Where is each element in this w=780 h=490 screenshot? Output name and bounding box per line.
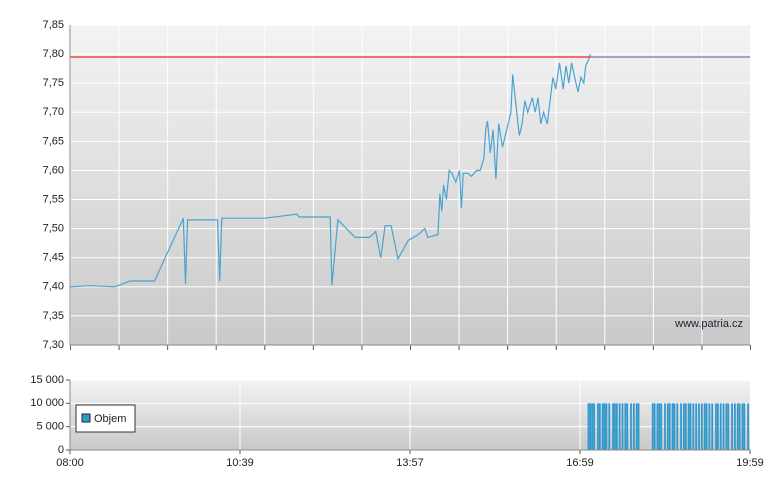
- volume-bar: [666, 403, 669, 450]
- y-tick-label: 10 000: [30, 397, 64, 409]
- volume-bar: [722, 403, 725, 450]
- y-tick-label: 7,40: [43, 281, 64, 293]
- volume-bar: [653, 403, 656, 450]
- volume-bar: [632, 403, 635, 450]
- y-tick-label: 7,50: [43, 223, 64, 235]
- x-tick-label: 08:00: [56, 457, 84, 469]
- x-tick-label: 16:59: [566, 457, 594, 469]
- volume-bar: [656, 403, 659, 450]
- volume-bar: [700, 403, 703, 450]
- x-tick-label: 13:57: [396, 457, 424, 469]
- volume-bar: [695, 403, 698, 450]
- volume-bar: [705, 403, 708, 450]
- volume-bar: [635, 403, 638, 450]
- volume-bar: [651, 403, 654, 450]
- y-tick-label: 7,45: [43, 252, 64, 264]
- y-tick-label: 5 000: [36, 421, 64, 433]
- volume-bar: [698, 403, 700, 450]
- volume-bar: [676, 403, 679, 450]
- volume-bar: [603, 403, 606, 450]
- volume-bar: [692, 403, 695, 450]
- volume-bar: [727, 403, 730, 450]
- y-tick-label: 7,30: [43, 339, 64, 351]
- volume-bar: [618, 403, 621, 450]
- volume-bar: [703, 403, 706, 450]
- volume-bar: [731, 403, 733, 450]
- volume-bar: [738, 403, 741, 450]
- volume-bar: [593, 403, 596, 450]
- x-tick-label: 10:39: [226, 457, 254, 469]
- volume-bar: [689, 403, 692, 450]
- price-line: [69, 53, 591, 288]
- volume-bar: [605, 403, 608, 450]
- volume-bar: [680, 403, 682, 450]
- volume-bar: [673, 403, 676, 450]
- volume-bar: [660, 403, 663, 450]
- volume-bar: [608, 403, 611, 450]
- y-tick-label: 7,60: [43, 164, 64, 176]
- volume-bar: [664, 403, 666, 450]
- volume-bar: [589, 403, 592, 450]
- volume-bar: [711, 403, 714, 450]
- volume-bar: [736, 403, 739, 450]
- volume-bar: [741, 403, 744, 450]
- y-tick-label: 7,75: [43, 77, 64, 89]
- volume-bar: [614, 403, 616, 450]
- volume-bar: [668, 403, 671, 450]
- volume-bar: [716, 403, 719, 450]
- y-tick-label: 15 000: [30, 374, 64, 386]
- y-tick-label: 7,70: [43, 106, 64, 118]
- vertical-grid: [70, 25, 751, 345]
- volume-bar: [733, 403, 736, 450]
- volume-bar: [671, 403, 674, 450]
- volume-bar: [612, 403, 614, 450]
- volume-bar: [708, 403, 711, 450]
- volume-bar: [682, 403, 685, 450]
- legend-label: Objem: [94, 413, 126, 425]
- volume-bar: [715, 403, 717, 450]
- x-tick-marks: [70, 345, 751, 350]
- volume-bar: [601, 403, 604, 450]
- volume-bar: [637, 403, 640, 450]
- volume-bar: [598, 403, 601, 450]
- x-tick-label: 19:59: [736, 457, 764, 469]
- volume-bar: [626, 403, 629, 450]
- volume-bar: [747, 403, 750, 450]
- legend-swatch: [81, 413, 91, 423]
- volume-bar: [658, 403, 661, 450]
- volume-bar: [719, 403, 722, 450]
- y-tick-label: 7,35: [43, 310, 64, 322]
- volume-bar: [743, 403, 746, 450]
- y-tick-label: 7,85: [43, 19, 64, 31]
- volume-bar: [615, 403, 618, 450]
- volume-bar: [587, 403, 590, 450]
- volume-bar: [684, 403, 687, 450]
- watermark: www.patria.cz: [674, 318, 743, 330]
- volume-bar: [621, 403, 624, 450]
- volume-bar: [591, 403, 594, 450]
- volume-bar: [624, 403, 627, 450]
- volume-bar: [597, 403, 599, 450]
- volume-bar: [725, 403, 728, 450]
- volume-bar: [687, 403, 690, 450]
- y-tick-label: 7,55: [43, 193, 64, 205]
- y-tick-label: 7,80: [43, 48, 64, 60]
- price-chart: 7,30 7,35 7,40 7,45 7,50 7,55 7,60 7,65 7,70 7,75…: [43, 19, 750, 351]
- y-tick-label: 7,65: [43, 135, 64, 147]
- y-tick-label: 0: [58, 444, 64, 456]
- volume-bar: [630, 403, 632, 450]
